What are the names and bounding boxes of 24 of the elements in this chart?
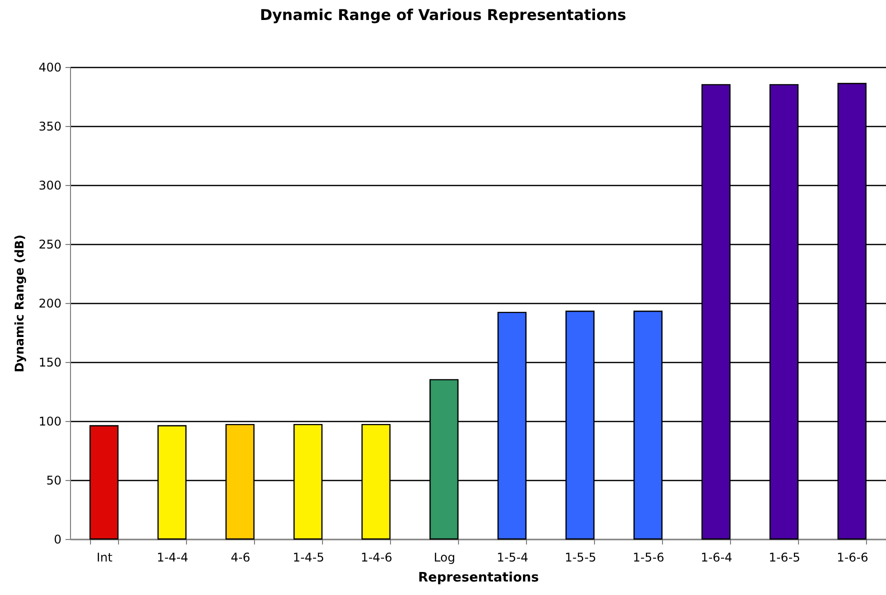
x-tick-label: 1-6-4: [700, 550, 732, 564]
x-tick-label: 1-5-5: [564, 550, 596, 564]
y-tick-label: 350: [38, 120, 62, 134]
x-tick-label: 1-6-6: [836, 550, 868, 564]
y-tick-label: 250: [38, 238, 62, 252]
x-tick-label: 1-4-6: [360, 550, 392, 564]
x-tick-label: 1-5-4: [496, 550, 528, 564]
y-tick-label: 150: [38, 356, 62, 370]
x-tick-label: 4-6: [230, 550, 250, 564]
x-tick-label: 1-4-4: [156, 550, 188, 564]
y-tick-label: 400: [38, 60, 62, 74]
y-tick-label: 0: [54, 532, 62, 546]
chart-title: Dynamic Range of Various Representations: [260, 6, 626, 24]
x-tick-label: Log: [434, 550, 456, 564]
y-tick-label: 200: [38, 296, 62, 310]
x-tick-label: 1-4-5: [292, 550, 324, 564]
x-axis-title: Representations: [418, 570, 540, 586]
x-tick-label: 1-5-6: [632, 550, 664, 564]
y-tick-label: 50: [46, 474, 62, 488]
y-axis-title: Dynamic Range (dB): [12, 234, 27, 372]
x-tick-label: 1-6-5: [768, 550, 800, 564]
x-tick-label: Int: [96, 550, 113, 564]
y-tick-label: 300: [38, 178, 62, 192]
y-tick-label: 100: [38, 414, 62, 428]
